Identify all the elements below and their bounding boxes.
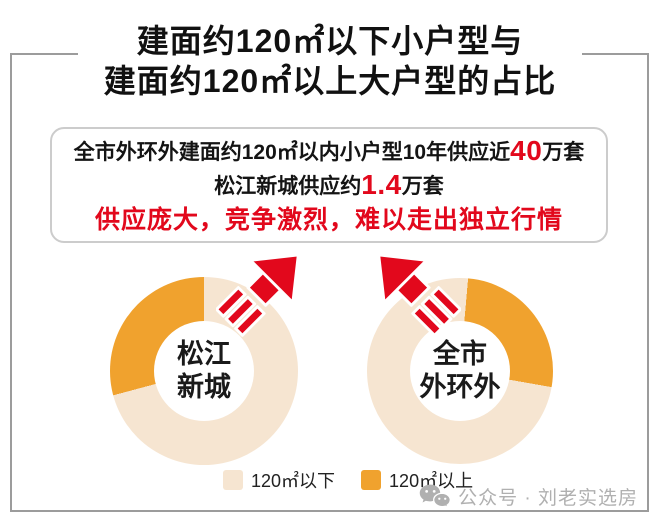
- donut-label-citywide-line-2: 外环外: [419, 372, 501, 402]
- donut-label-citywide-line-1: 全市: [433, 339, 487, 369]
- supply-callout-box: 全市外环外建面约120㎡以内小户型10年供应近40万套 松江新城供应约1.4万套…: [50, 127, 608, 243]
- legend-label-over-120: 120㎡以上: [389, 471, 474, 491]
- wechat-icon: [419, 484, 452, 509]
- callout-line-1-unit: 万套: [542, 141, 585, 164]
- callout-line-2: 松江新城供应约1.4万套: [214, 169, 443, 203]
- legend-swatch-over-120: [361, 470, 382, 490]
- legend: 120㎡以下 120㎡以上: [223, 467, 473, 493]
- callout-warning-line: 供应庞大，竞争激烈，难以走出独立行情: [94, 206, 563, 234]
- donut-label-songjiang-line-1: 松江: [177, 339, 231, 369]
- red-arrow-up-icon: [377, 253, 461, 337]
- donut-label-songjiang-line-2: 新城: [177, 372, 231, 402]
- callout-line-1: 全市外环外建面约120㎡以内小户型10年供应近40万套: [74, 135, 585, 169]
- legend-item-over-120: 120㎡以上: [361, 467, 473, 493]
- title-line-1: 建面约120㎡以下小户型与: [136, 23, 524, 59]
- legend-item-under-120: 120㎡以下: [223, 467, 335, 493]
- watermark-text: 公众号 · 刘老实选房: [458, 488, 638, 509]
- donut-chart-songjiang: 松江 新城: [110, 277, 298, 465]
- watermark: 公众号 · 刘老实选房: [418, 483, 638, 510]
- red-arrow-up-icon: [216, 253, 300, 337]
- legend-swatch-under-120: [223, 470, 243, 490]
- callout-line-1-value: 40: [510, 135, 543, 166]
- donut-hole: 全市 外环外: [410, 321, 510, 421]
- donut-hole: 松江 新城: [154, 321, 254, 421]
- legend-label-under-120: 120㎡以下: [251, 471, 336, 491]
- outer-frame: [10, 53, 649, 512]
- callout-line-1-text: 全市外环外建面约120㎡以内小户型10年供应近: [73, 141, 511, 164]
- callout-line-2-text: 松江新城供应约: [214, 175, 362, 198]
- callout-line-2-value: 1.4: [361, 169, 402, 200]
- page-title: 建面约120㎡以下小户型与 建面约120㎡以上大户型的占比: [77, 21, 583, 101]
- callout-line-2-unit: 万套: [401, 175, 444, 198]
- title-line-2: 建面约120㎡以上大户型的占比: [103, 63, 557, 99]
- title-wrap: 建面约120㎡以下小户型与 建面约120㎡以上大户型的占比: [0, 21, 660, 101]
